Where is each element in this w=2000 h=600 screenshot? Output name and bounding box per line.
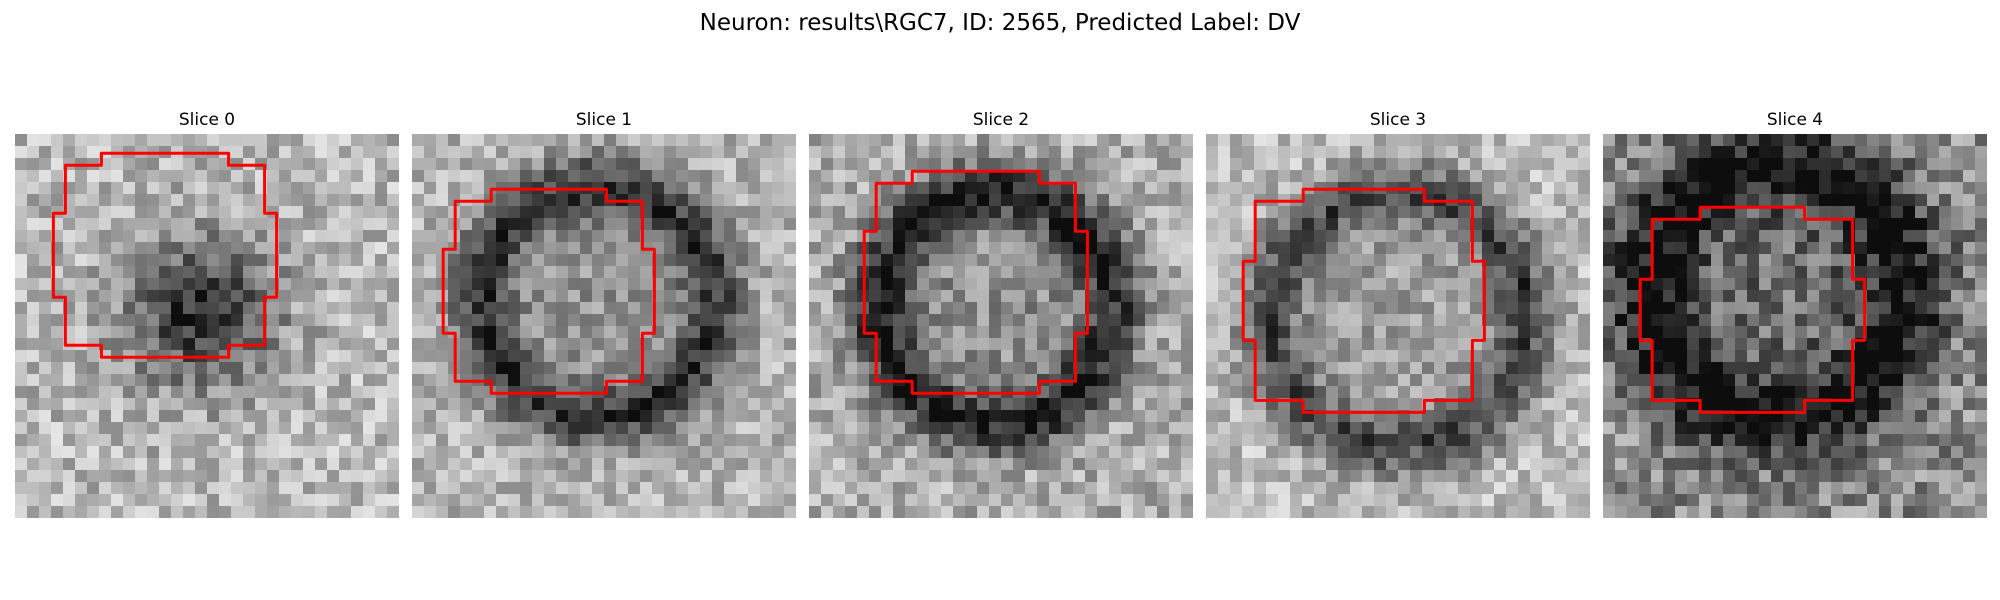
slice-panel-2: Slice 2	[809, 108, 1193, 518]
slice-image-1	[412, 134, 796, 518]
slice-image-2	[809, 134, 1193, 518]
slice-title-0: Slice 0	[178, 110, 236, 130]
slice-pixels-2	[809, 134, 1193, 518]
slice-panel-4: Slice 4	[1603, 108, 1987, 518]
slice-title-3: Slice 3	[1369, 110, 1427, 130]
contour-outline-4	[1638, 205, 1867, 414]
contour-outline-0	[51, 151, 279, 359]
slice-image-3	[1206, 134, 1590, 518]
slice-title-4: Slice 4	[1766, 110, 1824, 130]
contour-outline-1	[441, 187, 656, 395]
slice-pixels-1	[412, 134, 796, 518]
slice-panel-3: Slice 3	[1206, 108, 1590, 518]
slice-panel-1: Slice 1	[412, 108, 796, 518]
slice-title-2: Slice 2	[972, 110, 1030, 130]
slice-image-0	[15, 134, 399, 518]
slice-pixels-4	[1603, 134, 1987, 518]
slice-image-4	[1603, 134, 1987, 518]
contour-outline-2	[862, 169, 1089, 395]
slice-title-1: Slice 1	[575, 110, 633, 130]
slice-pixels-0	[15, 134, 399, 518]
slice-pixels-3	[1206, 134, 1590, 518]
slice-panel-0: Slice 0	[15, 108, 399, 518]
contour-outline-3	[1241, 187, 1486, 414]
figure-title: Neuron: results\RGC7, ID: 2565, Predicte…	[699, 10, 1301, 36]
